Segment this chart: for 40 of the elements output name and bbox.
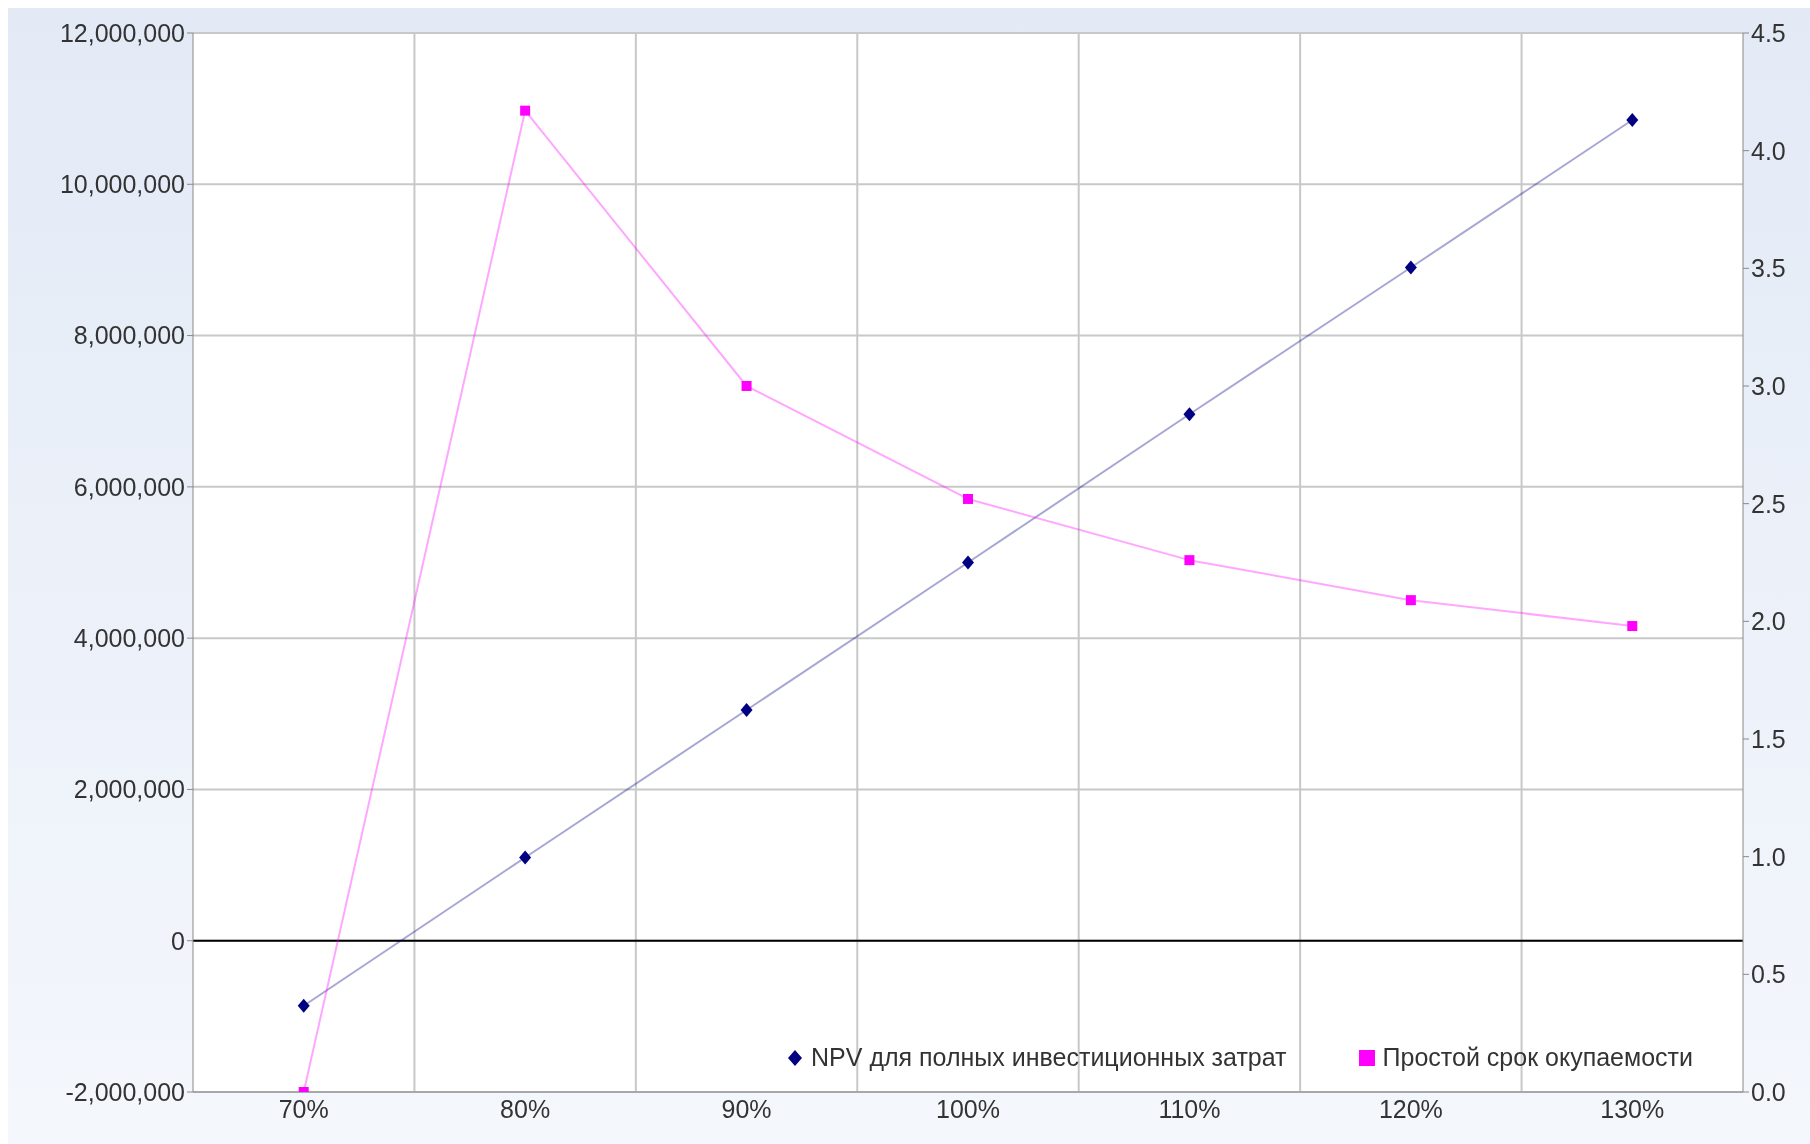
- point: [740, 703, 753, 717]
- point: [1404, 260, 1417, 275]
- legend-label: Простой срок окупаемости: [1382, 1043, 1693, 1072]
- x-tick-label: 110%: [1158, 1094, 1221, 1123]
- y2-tick-label: 1.5: [1751, 724, 1786, 753]
- x-tick-label: 70%: [278, 1094, 329, 1123]
- x-tick-label: 120%: [1378, 1094, 1443, 1123]
- y-tick-label: 8,000,000: [73, 321, 185, 350]
- y2-tick-label: 3.0: [1751, 371, 1786, 400]
- point: [963, 493, 973, 504]
- y2-tick-label: 1.0: [1751, 842, 1786, 871]
- y2-tick-label: 0.0: [1751, 1077, 1786, 1106]
- y-tick-label: -2,000,000: [65, 1077, 185, 1106]
- y2-tick-label: 3.5: [1751, 254, 1786, 283]
- point: [1405, 595, 1416, 606]
- x-tick-label: 80%: [500, 1094, 551, 1123]
- y-tick-label: 2,000,000: [73, 775, 185, 804]
- y2-tick-label: 4.0: [1751, 136, 1786, 165]
- x-tick-label: 100%: [936, 1094, 1000, 1123]
- point: [1184, 555, 1195, 566]
- legend-label: NPV для полных инвестиционных затрат: [811, 1043, 1287, 1072]
- point: [520, 105, 531, 116]
- x-tick-label: 130%: [1600, 1094, 1665, 1123]
- y-tick-label: 12,000,000: [59, 18, 185, 47]
- y2-tick-label: 2.0: [1751, 607, 1786, 636]
- y2-tick-label: 4.5: [1751, 18, 1786, 47]
- y2-tick-label: 0.5: [1751, 960, 1786, 989]
- y-tick-label: 4,000,000: [73, 624, 185, 653]
- x-tick-label: 90%: [721, 1094, 772, 1123]
- point: [741, 381, 752, 391]
- y-tick-label: 10,000,000: [59, 170, 185, 199]
- y2-tick-label: 2.5: [1751, 489, 1786, 518]
- point: [1626, 112, 1639, 127]
- point: [1627, 621, 1638, 632]
- y-tick-label: 0: [171, 926, 185, 955]
- point: [1183, 407, 1196, 422]
- point: [962, 555, 974, 570]
- y-tick-label: 6,000,000: [73, 472, 185, 501]
- point: [297, 998, 310, 1013]
- point: [519, 850, 532, 865]
